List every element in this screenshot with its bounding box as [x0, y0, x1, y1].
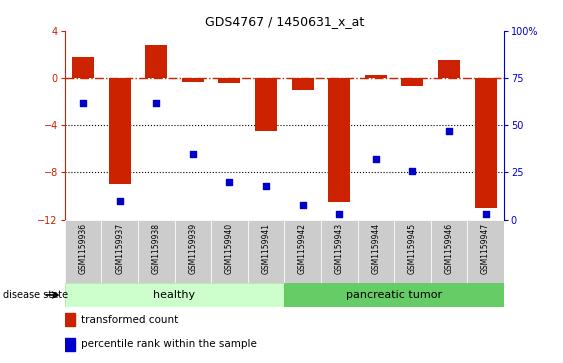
Text: GSM1159940: GSM1159940	[225, 223, 234, 274]
Text: GSM1159946: GSM1159946	[445, 223, 453, 274]
Bar	[65, 338, 75, 351]
Text: GSM1159945: GSM1159945	[408, 223, 417, 274]
Bar	[328, 78, 350, 202]
Point	[298, 201, 307, 207]
Bar	[467, 220, 504, 283]
Bar	[65, 283, 284, 307]
Text: percentile rank within the sample: percentile rank within the sample	[81, 339, 256, 350]
Bar	[255, 78, 277, 131]
Text: GSM1159947: GSM1159947	[481, 223, 490, 274]
Text: disease state: disease state	[3, 290, 68, 300]
Bar	[292, 78, 314, 90]
Point	[79, 100, 88, 106]
Bar	[65, 313, 75, 326]
Bar	[475, 78, 497, 208]
Point	[225, 179, 234, 185]
Bar	[248, 220, 284, 283]
Point	[188, 151, 197, 156]
Text: transformed count: transformed count	[81, 315, 178, 325]
Bar	[284, 220, 321, 283]
Text: GSM1159941: GSM1159941	[262, 223, 270, 274]
Point	[481, 211, 490, 217]
Text: GSM1159943: GSM1159943	[335, 223, 343, 274]
Bar	[218, 78, 240, 83]
Text: GSM1159936: GSM1159936	[79, 223, 87, 274]
Point	[334, 211, 343, 217]
Bar	[175, 220, 211, 283]
Bar	[65, 220, 101, 283]
Bar	[438, 60, 460, 78]
Point	[261, 183, 270, 188]
Point	[372, 156, 381, 162]
Point	[445, 128, 454, 134]
Bar	[365, 74, 387, 78]
Text: GSM1159937: GSM1159937	[115, 223, 124, 274]
Bar	[431, 220, 467, 283]
Title: GDS4767 / 1450631_x_at: GDS4767 / 1450631_x_at	[205, 15, 364, 28]
Bar	[394, 220, 431, 283]
Bar	[138, 220, 175, 283]
Point	[408, 168, 417, 174]
Point	[152, 100, 161, 106]
Bar	[284, 283, 504, 307]
Text: healthy: healthy	[154, 290, 195, 300]
Bar	[182, 78, 204, 82]
Bar	[321, 220, 358, 283]
Bar	[401, 78, 423, 86]
Text: GSM1159938: GSM1159938	[152, 223, 160, 274]
Text: GSM1159944: GSM1159944	[372, 223, 380, 274]
Bar	[145, 45, 167, 78]
Text: pancreatic tumor: pancreatic tumor	[346, 290, 442, 300]
Bar	[211, 220, 248, 283]
Bar	[101, 220, 138, 283]
Bar	[358, 220, 394, 283]
Text: GSM1159939: GSM1159939	[189, 223, 197, 274]
Bar	[72, 57, 94, 78]
Point	[115, 198, 124, 204]
Bar	[109, 78, 131, 184]
Text: GSM1159942: GSM1159942	[298, 223, 307, 274]
